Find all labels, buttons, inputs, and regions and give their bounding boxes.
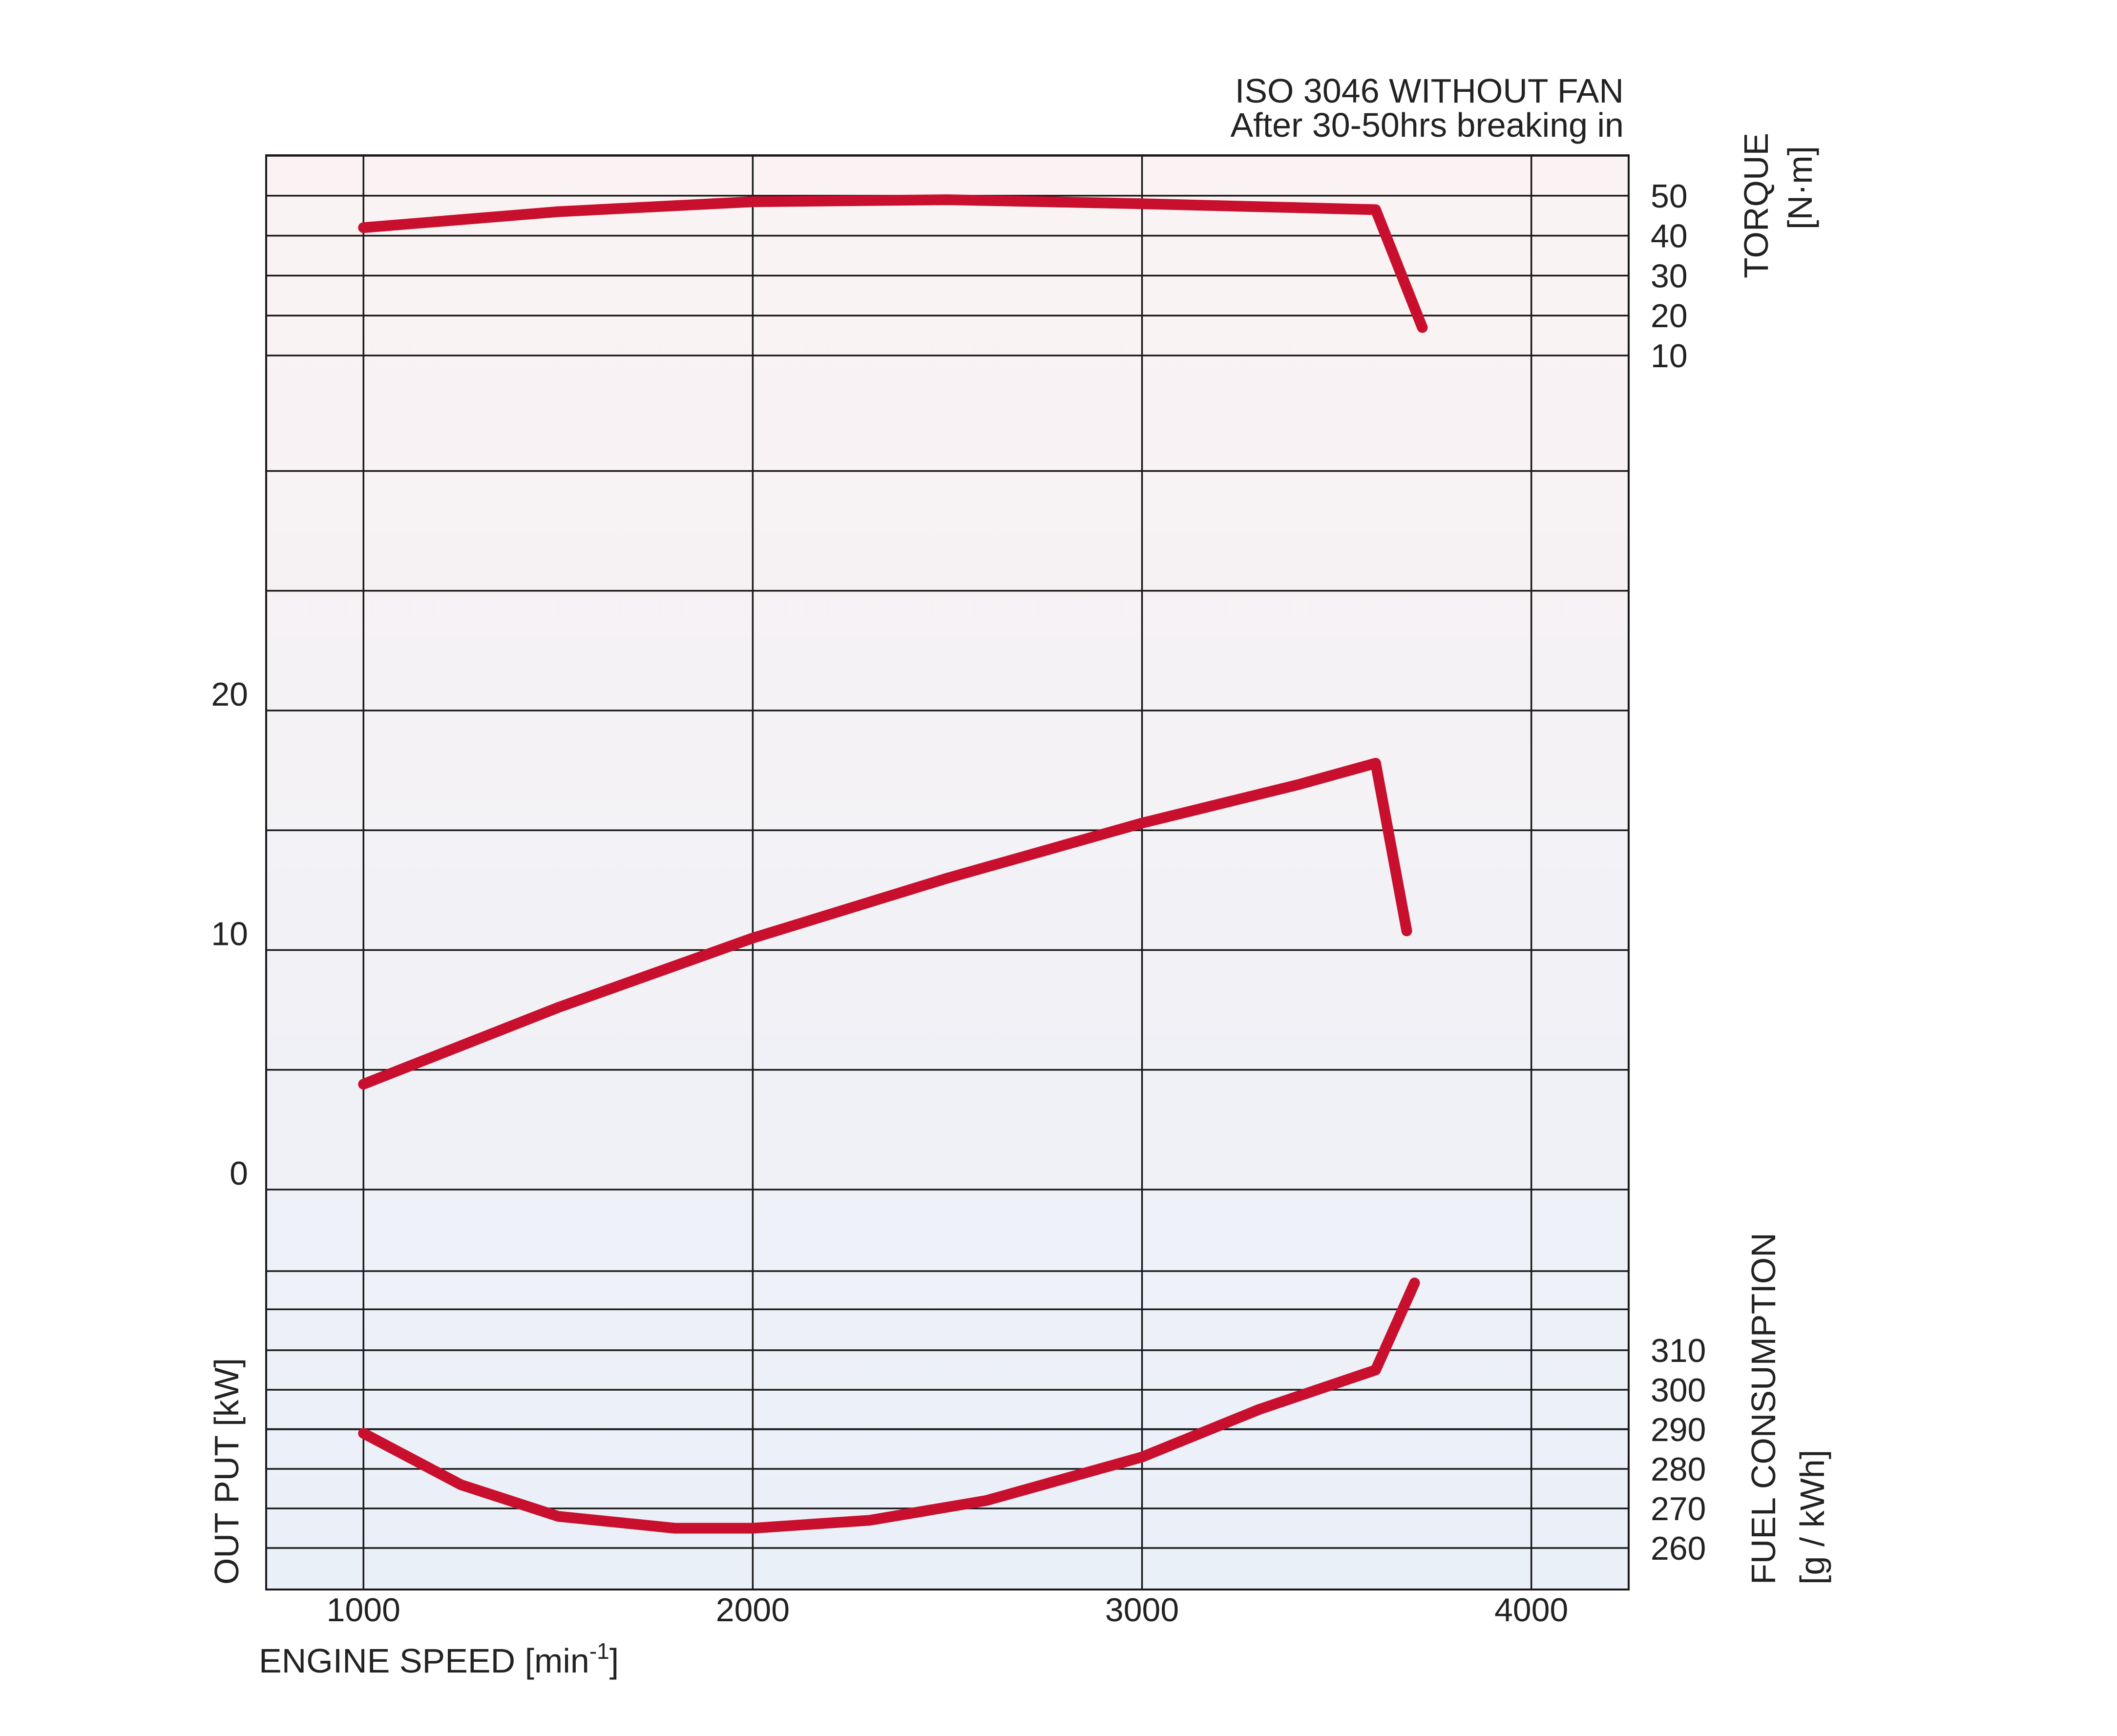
output-tick-label-0: 0 <box>230 1155 248 1192</box>
fuel-tick-label-300: 300 <box>1651 1372 1706 1409</box>
torque-tick-label-30: 30 <box>1651 257 1688 294</box>
fuel-axis-label-line-2: [g / kWh] <box>1793 1450 1831 1585</box>
x-axis-label: ENGINE SPEED [min-1] <box>259 1638 619 1680</box>
series-group <box>358 194 1428 1534</box>
torque-tick-label-10: 10 <box>1651 337 1688 375</box>
output-tick-label-10: 10 <box>211 916 248 953</box>
x-axis-label-superscript: -1 <box>589 1638 609 1664</box>
x-tick-label-3000: 3000 <box>1105 1591 1179 1629</box>
x-tick-label-2000: 2000 <box>716 1591 790 1629</box>
plot-area <box>266 155 1629 1590</box>
fuel-axis-label-line-1: FUEL CONSUMPTION <box>1744 1233 1782 1585</box>
fuel-tick-label-310: 310 <box>1651 1332 1706 1369</box>
torque-tick-label-20: 20 <box>1651 297 1688 335</box>
x-axis-label-end: ] <box>609 1642 619 1680</box>
chart-title-line-1: ISO 3046 WITHOUT FAN <box>1235 72 1624 110</box>
output-curve <box>358 757 1412 1090</box>
output-tick-label-20: 20 <box>211 676 248 713</box>
torque-axis-label-line-1: TORQUE <box>1737 133 1775 278</box>
fuel-tick-label-270: 270 <box>1651 1490 1706 1527</box>
fuel-consumption-curve <box>358 1277 1420 1534</box>
x-tick-label-4000: 4000 <box>1494 1591 1568 1629</box>
fuel-tick-label-260: 260 <box>1651 1530 1706 1567</box>
torque-axis-label-line-2: [N·m] <box>1781 146 1819 230</box>
torque-tick-label-40: 40 <box>1651 218 1688 255</box>
torque-curve <box>358 194 1428 333</box>
chart-title-line-2: After 30-50hrs breaking in <box>1231 106 1624 144</box>
torque-tick-label-50: 50 <box>1651 178 1688 215</box>
output-axis-label: OUT PUT [kW] <box>208 1358 246 1585</box>
fuel-tick-label-280: 280 <box>1651 1451 1706 1488</box>
x-tick-label-1000: 1000 <box>327 1591 400 1629</box>
x-axis-label-main: ENGINE SPEED [min <box>259 1642 589 1680</box>
plot-frame <box>265 154 1630 1590</box>
fuel-tick-label-290: 290 <box>1651 1411 1706 1448</box>
tick-labels: 1000 2000 3000 4000010201020304050260270280… <box>211 178 1706 1629</box>
